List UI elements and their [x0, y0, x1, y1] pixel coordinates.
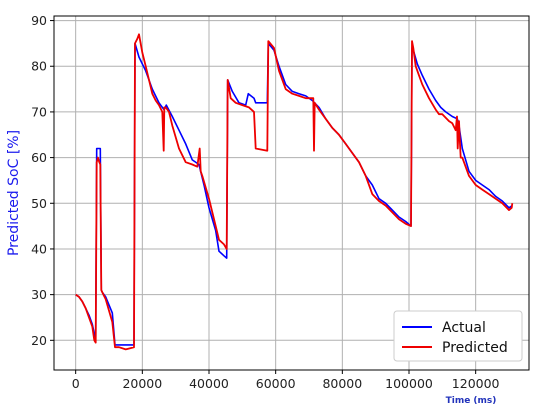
- x-tick-label: 20000: [122, 376, 162, 391]
- y-axis-title: Predicted SoC [%]: [6, 130, 22, 256]
- x-tick-label: 60000: [256, 376, 296, 391]
- plot-frame: [53, 15, 530, 371]
- x-tick-label: 80000: [322, 376, 362, 391]
- y-tick-label: 70: [31, 104, 47, 119]
- y-tick-label: 30: [31, 287, 47, 302]
- y-tick-label: 60: [31, 150, 47, 165]
- x-tick-label: 100000: [385, 376, 433, 391]
- y-tick-label: 90: [31, 13, 47, 28]
- legend-label-predicted: Predicted: [442, 340, 508, 356]
- axis-ticks: 0 20000 40000 60000 80000 100000 120000 20 30 40 5…: [31, 13, 499, 391]
- x-tick-label: 120000: [452, 376, 500, 391]
- y-tick-label: 20: [31, 333, 47, 348]
- legend: Actual Predicted: [393, 310, 523, 362]
- y-tick-label: 50: [31, 196, 47, 211]
- series-lines: [75, 33, 514, 351]
- x-tick-label: 0: [72, 376, 80, 391]
- legend-label-actual: Actual: [442, 320, 486, 336]
- y-tick-label: 80: [31, 59, 47, 74]
- series-line-predicted: [75, 33, 514, 351]
- y-tick-label: 40: [31, 241, 47, 256]
- x-tick-label: 40000: [189, 376, 229, 391]
- legend-box: [393, 310, 523, 362]
- x-axis-title: Time (ms): [446, 396, 497, 406]
